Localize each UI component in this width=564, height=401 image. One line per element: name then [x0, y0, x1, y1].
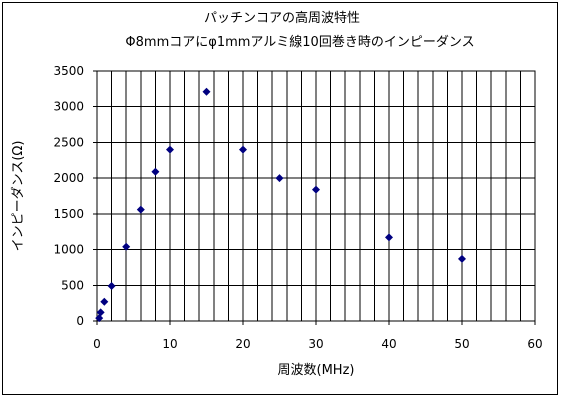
data-point: [151, 167, 160, 176]
data-point: [96, 308, 105, 317]
axis-ticks: 0 10 20 30 40 50 60 0 500 1000 1500 2000 2500 3000 350…: [53, 64, 542, 351]
y-tick-label: 1000: [53, 243, 84, 257]
y-tick-label: 3500: [53, 64, 84, 78]
data-point: [166, 145, 174, 154]
data-point: [122, 242, 131, 251]
x-tick-label: 30: [308, 337, 323, 351]
y-tick-label: 3000: [53, 100, 84, 114]
chart-title: パッチンコアの高周波特性: [204, 10, 360, 26]
x-tick-label: 20: [235, 337, 250, 351]
y-tick-label: 500: [61, 278, 84, 292]
data-point: [458, 254, 466, 263]
chart-subtitle: Φ8mmコアにφ1mmアルミ線10回巻き時のインピーダンス: [125, 34, 474, 50]
data-point: [107, 282, 116, 290]
data-point: [100, 297, 109, 306]
data-point: [95, 314, 104, 323]
y-axis-title: インピーダンス(Ω): [11, 141, 26, 252]
y-tick-label: 2000: [53, 171, 84, 185]
x-tick-label: 10: [162, 337, 177, 351]
y-tick-label: 1500: [53, 207, 84, 221]
chart-frame: [2, 2, 558, 395]
y-tick-label: 2500: [53, 135, 84, 149]
data-point: [312, 185, 320, 194]
x-tick-label: 40: [381, 337, 396, 351]
x-tick-label: 50: [454, 337, 469, 351]
data-point: [275, 174, 284, 183]
data-point: [385, 233, 393, 242]
data-points: [95, 87, 466, 323]
x-tick-label: 0: [93, 337, 101, 351]
data-point: [136, 205, 145, 214]
data-point: [239, 145, 247, 154]
data-point: [202, 87, 211, 96]
grid-lines: [97, 71, 535, 321]
x-tick-label: 60: [527, 337, 542, 351]
x-axis-title: 周波数(MHz): [278, 363, 355, 378]
y-tick-label: 0: [76, 314, 84, 328]
